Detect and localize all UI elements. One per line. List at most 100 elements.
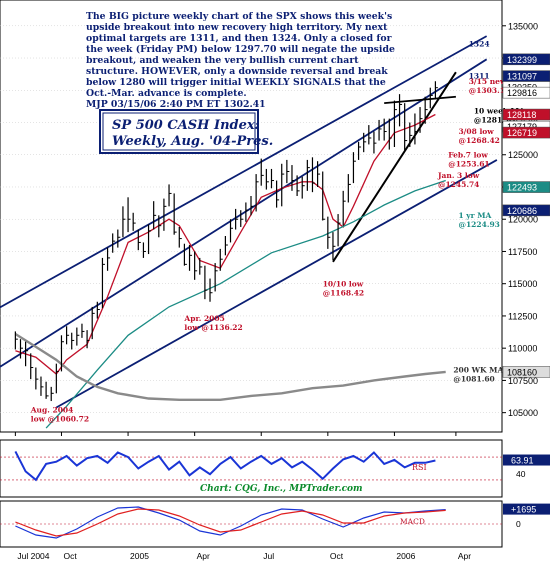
price-bar — [296, 175, 300, 197]
price-bar — [122, 206, 126, 238]
annotation-text: @1268.42 — [458, 136, 499, 145]
commentary-line: breakout, and weaken the very bullish cu… — [86, 55, 359, 66]
price-bar — [276, 180, 280, 208]
price-bar — [260, 158, 264, 186]
y-tick-label: 125000 — [508, 150, 538, 160]
annotation-text: 1 yr MA — [458, 211, 491, 220]
series-200-wk-ma — [14, 332, 446, 401]
price-bar — [393, 100, 397, 148]
annotation-text: Jan. 3 low — [437, 171, 480, 180]
price-bar — [306, 159, 310, 191]
commentary-line: Oct.-Mar. advance is complete. — [86, 88, 247, 99]
series-1-yr-ma — [45, 179, 446, 429]
price-box: 128118 — [502, 108, 550, 121]
commentary-line: upside breakout into new recovery high t… — [86, 22, 388, 33]
x-tick-label: Apr — [458, 551, 471, 561]
rsi-last-label: 63.91 — [511, 456, 534, 466]
annotation-text: 1324 — [469, 39, 490, 48]
price-bar — [158, 215, 162, 238]
price-bar — [388, 118, 392, 150]
annotation-text: Feb.7 low — [448, 150, 488, 159]
price-bar — [424, 96, 428, 124]
price-bar — [347, 174, 351, 203]
chart-title: SP 500 CASH Index: — [112, 118, 260, 133]
trend-line-trend-support — [332, 71, 457, 263]
x-tick-label: Oct — [63, 551, 77, 561]
price-bar — [229, 219, 234, 243]
price-bar — [219, 248, 223, 271]
price-box-bg — [502, 53, 550, 66]
price-box-label: 108160 — [507, 367, 537, 377]
price-bar — [132, 212, 136, 231]
price-bar — [429, 87, 433, 109]
price-bar — [163, 198, 167, 231]
price-bar — [270, 168, 274, 189]
price-box: 131097 — [502, 70, 550, 82]
y-tick-label: 117500 — [508, 247, 537, 257]
macd-zero-label: 0 — [516, 519, 521, 529]
price-bar — [316, 161, 321, 187]
commentary-line: The BIG picture weekly chart of the SPX … — [86, 11, 392, 22]
price-bar — [183, 243, 187, 266]
price-bar — [86, 330, 90, 349]
y-tick-label: 135000 — [508, 21, 538, 31]
annotation-text: 10/10 low — [323, 279, 364, 288]
price-bar — [332, 232, 336, 260]
price-box-label: 132399 — [507, 55, 537, 65]
price-bar — [96, 301, 100, 319]
x-axis: Jul 2004 Oct 2005 Apr Jul Oct 2006 Apr — [14, 432, 471, 561]
price-bar — [235, 208, 239, 230]
y-tick-label: 105000 — [508, 408, 538, 418]
price-box-label: 129816 — [507, 88, 537, 98]
rsi-tick-label: 40 — [516, 469, 526, 479]
commentary-line: below 1280 will trigger initial WEEKLY S… — [86, 77, 386, 88]
price-bar — [50, 386, 54, 402]
price-bar — [81, 323, 85, 338]
price-bar — [419, 107, 423, 133]
price-bar — [245, 202, 249, 222]
price-bar — [101, 257, 105, 309]
price-bar — [35, 367, 39, 390]
price-bar — [142, 242, 146, 258]
annotation-text: @1224.93 — [458, 220, 499, 229]
annotation-text: 10 week MA — [474, 106, 525, 115]
price-box-bg — [502, 204, 550, 217]
price-box: 120686 — [502, 204, 550, 217]
price-bar — [398, 94, 403, 127]
price-bar — [178, 226, 182, 248]
annotation-text: Aug. 2004 — [30, 406, 74, 415]
annotation-text: 3/08 low — [458, 127, 494, 136]
price-bar — [25, 341, 29, 367]
price-bar — [224, 235, 228, 256]
price-bar — [409, 122, 413, 148]
price-bar — [291, 165, 295, 191]
commentary-line: the week (Friday PM) below 1297.70 will … — [86, 44, 395, 55]
price-bar — [14, 331, 18, 350]
price-bar — [55, 363, 59, 394]
x-tick-label: Oct — [330, 551, 344, 561]
price-bar — [71, 332, 75, 350]
price-bar — [65, 326, 70, 345]
price-bar — [91, 306, 95, 340]
price-box-label: 131097 — [507, 72, 537, 82]
rsi-last-box: 63.91 — [503, 454, 550, 466]
price-bar — [352, 152, 356, 184]
price-bar — [188, 245, 193, 271]
rsi-panel-frame — [0, 439, 503, 498]
price-box-bg — [502, 86, 550, 99]
x-tick-label: 2006 — [396, 551, 415, 561]
price-bar — [45, 381, 49, 399]
price-bar — [265, 168, 269, 190]
price-bar — [342, 190, 346, 226]
y-tick-label: 120000 — [508, 215, 538, 225]
trend-line-lower-channel — [55, 159, 498, 409]
price-bar — [414, 113, 418, 145]
rsi-label: RSI — [412, 463, 427, 472]
annotation-text: low @1136.22 — [184, 323, 242, 332]
price-bar — [168, 184, 172, 207]
annotation-text: 1311 — [469, 72, 490, 81]
chart-title-box: SP 500 CASH Index: Weekly, Aug. '04-Pres… — [99, 109, 273, 154]
macd-panel-frame — [0, 500, 503, 548]
annotation-text: 3/15 new high — [469, 77, 529, 86]
